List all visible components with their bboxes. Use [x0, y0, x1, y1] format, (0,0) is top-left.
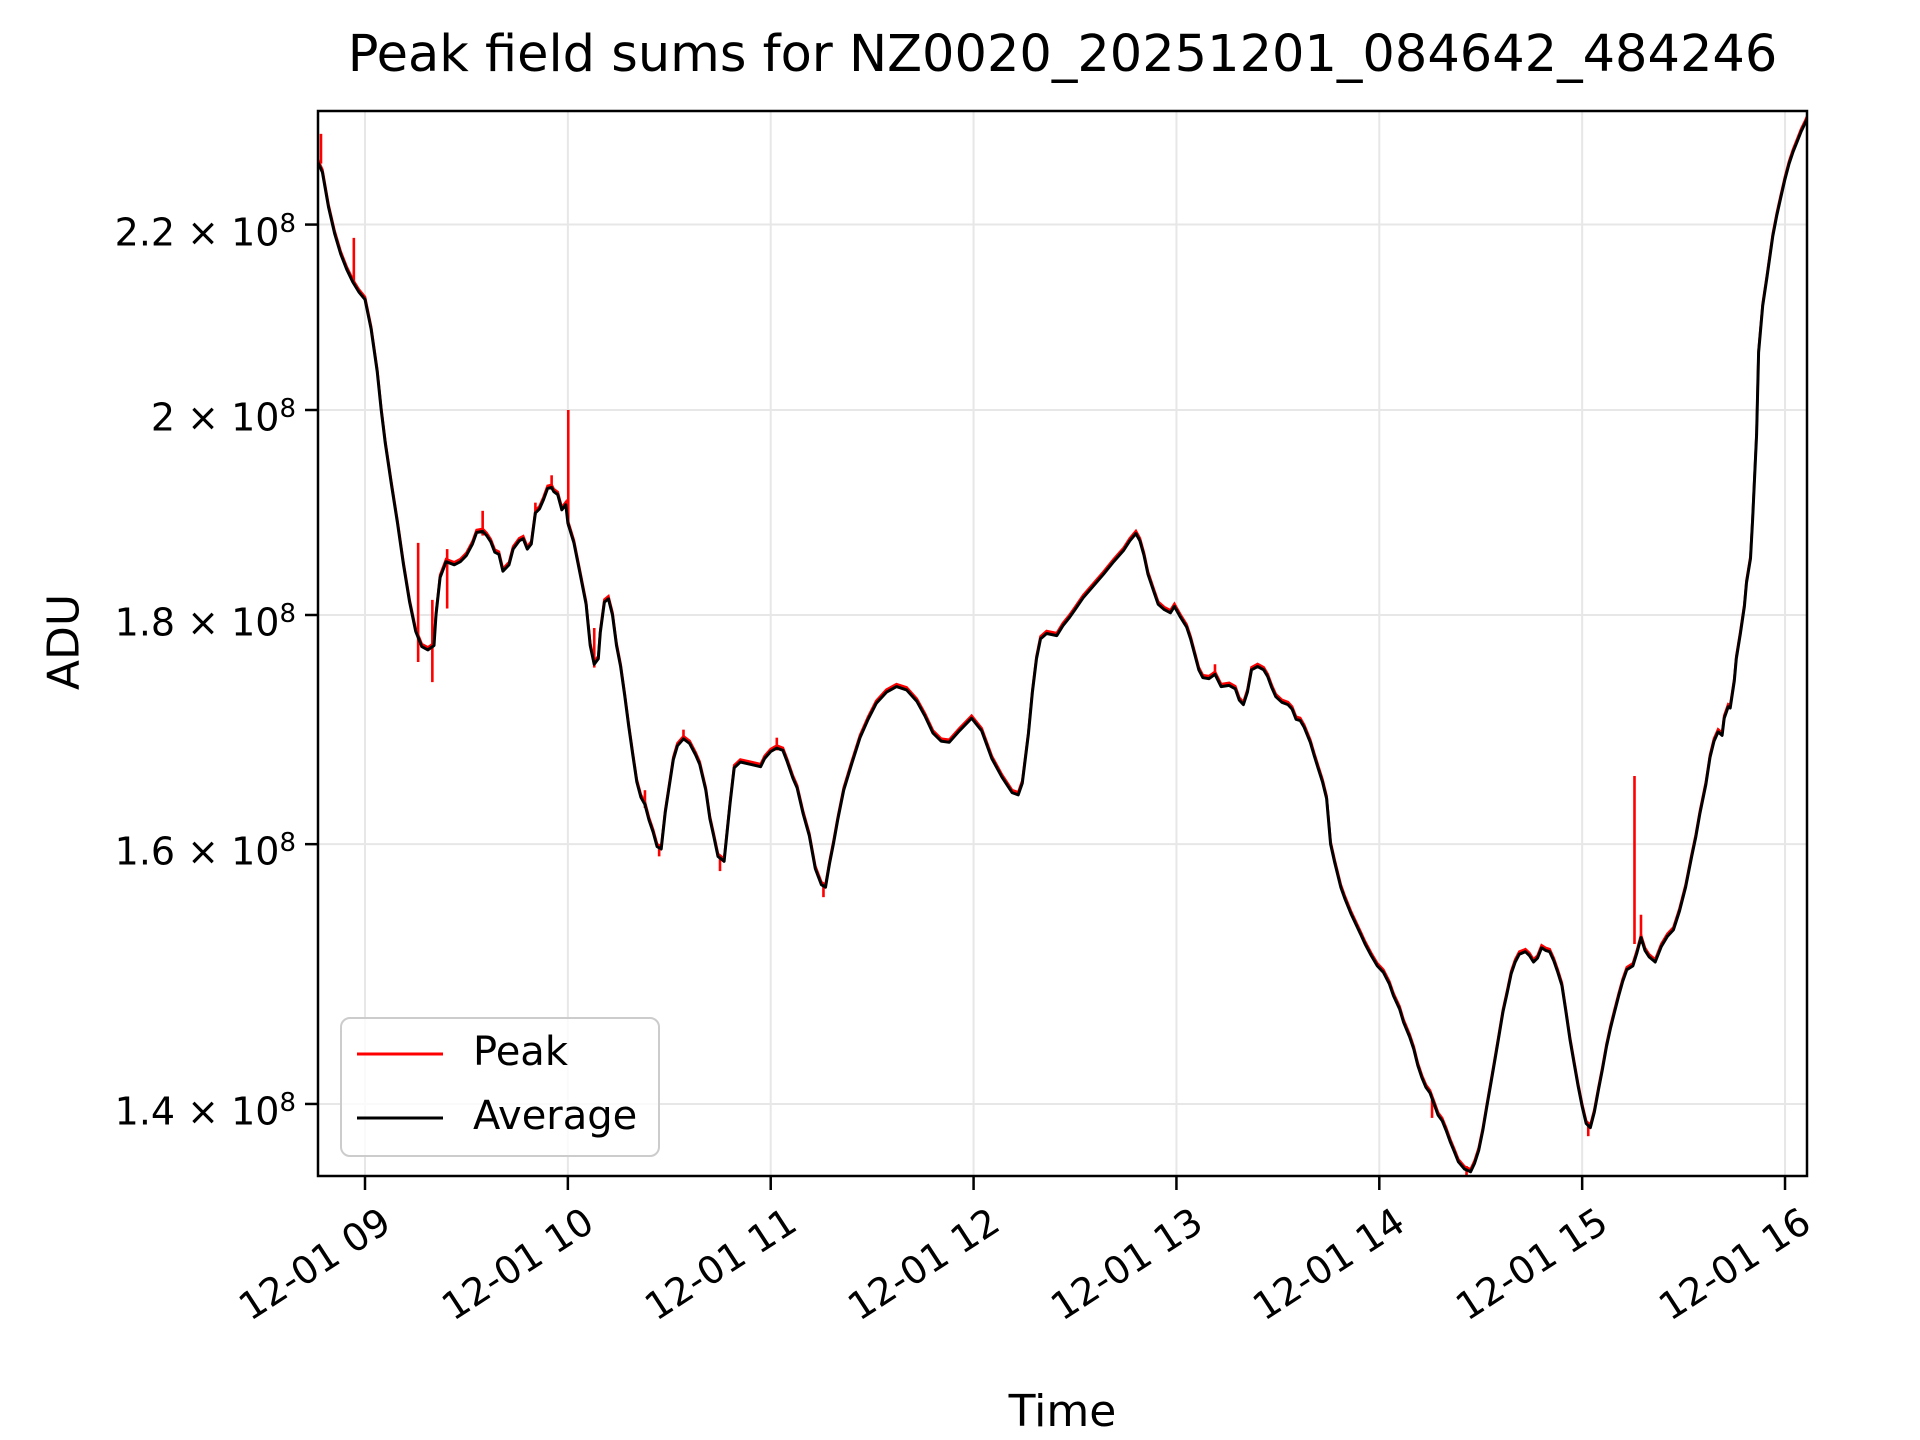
legend-label-average: Average [473, 1093, 638, 1139]
y-tick-label: 2.2 × 108 [114, 208, 296, 255]
y-tick-label: 1.4 × 108 [114, 1087, 296, 1134]
peak-line [318, 113, 1807, 1172]
series-layer [318, 113, 1807, 1176]
y-tick-label: 1.8 × 108 [114, 598, 296, 645]
chart-title: Peak field sums for NZ0020_20251201_0846… [347, 25, 1778, 84]
average-line [318, 115, 1807, 1174]
y-tick-label: 1.6 × 108 [114, 828, 296, 874]
y-tick-label: 2 × 108 [150, 394, 296, 440]
x-axis-label: Time [1008, 1386, 1117, 1437]
axes-spines [316, 109, 1809, 1178]
legend-label-peak: Peak [473, 1029, 568, 1075]
